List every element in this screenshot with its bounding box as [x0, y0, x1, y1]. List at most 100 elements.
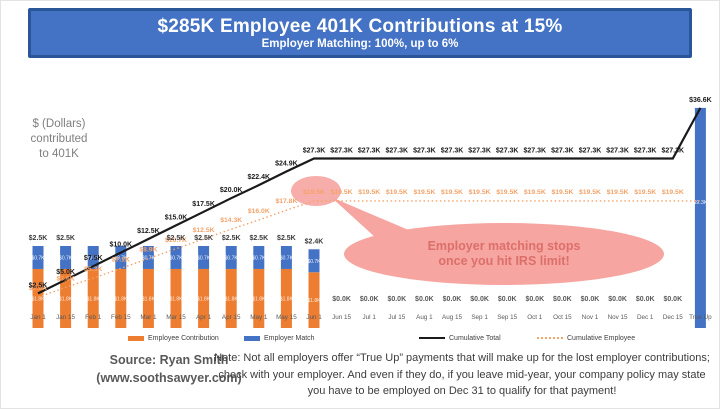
- employee-segment-label: $1.8K: [169, 296, 183, 302]
- y-axis-label: $ (Dollars) contributed to 401K: [30, 118, 88, 160]
- cumulative-employee-label: $19.5K: [524, 189, 546, 196]
- employee-bar: [32, 268, 44, 328]
- chart-subtitle: Employer Matching: 100%, up to 6%: [261, 37, 459, 50]
- employer-segment-label: $0.7K: [197, 255, 211, 261]
- source-credit: Source: Ryan Smith (www.soothsawyer.com): [49, 351, 289, 387]
- cumulative-total-label: $12.5K: [137, 228, 160, 235]
- employee-segment-label: $1.8K: [59, 296, 73, 302]
- employee-bar: [170, 268, 182, 328]
- employer-bar: [115, 246, 127, 269]
- bar-total-label: $0.0K: [443, 296, 462, 303]
- cumulative-total-label: $20.0K: [220, 187, 243, 194]
- cumulative-total-label: $27.3K: [358, 147, 381, 154]
- x-axis-label: Jan 1: [30, 314, 46, 321]
- bar-total-label: $0.0K: [415, 296, 434, 303]
- employer-bar: [170, 246, 182, 269]
- employer-segment-label: $0.7K: [252, 255, 266, 261]
- legend-label: Cumulative Total: [449, 334, 501, 342]
- legend-item-cumulative-total: Cumulative Total: [419, 332, 501, 344]
- x-axis-label: Mar 1: [140, 314, 157, 321]
- employee-bar: [142, 268, 154, 328]
- bar-total-label: $0.0K: [608, 296, 627, 303]
- cumulative-total-label: $27.3K: [441, 147, 464, 154]
- true-up-note: Note: Not all employers offer “True Up” …: [214, 352, 710, 397]
- cumulative-total-line: [37, 107, 702, 295]
- cumulative-total-label: $27.3K: [468, 147, 491, 154]
- x-axis-label: Dec 1: [637, 314, 654, 321]
- bar-total-label: $2.5K: [222, 235, 241, 242]
- employee-segment-label: $1.8K: [87, 296, 101, 302]
- cumulative-employee-label: $19.5K: [607, 189, 629, 196]
- source-line-2: (www.soothsawyer.com): [96, 371, 242, 385]
- x-axis-label: Nov 1: [582, 314, 599, 321]
- employer-bar: [253, 246, 265, 269]
- x-axis-label: Nov 15: [608, 314, 628, 321]
- employer-bar: [32, 246, 44, 269]
- legend-label: Employee Contribution: [148, 334, 219, 342]
- cumulative-employee-label: $14.3K: [220, 217, 242, 224]
- employee-segment-label: $1.8K: [307, 298, 321, 304]
- legend-item-cumulative-employee: Cumulative Employee: [537, 332, 635, 344]
- x-axis-label: Sep 15: [497, 314, 517, 321]
- cumulative-total-label: $15.0K: [165, 214, 188, 221]
- legend-label: Cumulative Employee: [567, 334, 636, 342]
- employer-segment-label: $0.7K: [59, 255, 73, 261]
- bar-total-label: $0.0K: [360, 296, 379, 303]
- employee-segment-label: $1.8K: [31, 296, 45, 302]
- cumulative-employee-label: $12.5K: [193, 227, 215, 234]
- cumulative-employee-label: $19.5K: [496, 189, 518, 196]
- bar-total-label: $0.0K: [636, 296, 655, 303]
- cumulative-total-label: $27.3K: [551, 147, 574, 154]
- x-axis-label: True Up: [689, 314, 712, 321]
- legend-label: Employer Match: [264, 334, 315, 342]
- cumulative-total-swatch: [419, 337, 445, 339]
- x-axis-label: Aug 1: [416, 314, 433, 321]
- x-axis-label: Dec 15: [663, 314, 683, 321]
- employer-bar: [198, 246, 210, 269]
- employee-bar: [198, 268, 210, 328]
- title-banner: $285K Employee 401K Contributions at 15%…: [28, 8, 692, 58]
- x-axis-label: Jan 15: [56, 314, 75, 321]
- employee-contribution-swatch: [128, 335, 144, 341]
- employer-segment-label: $0.7K: [169, 255, 183, 261]
- x-axis-label: Aug 15: [442, 314, 462, 321]
- x-axis-label: May 15: [276, 314, 297, 321]
- cumulative-total-label: $27.3K: [303, 147, 326, 154]
- cumulative-total-label: $27.3K: [606, 147, 629, 154]
- employee-bar: [253, 268, 265, 328]
- bar-total-label: $0.0K: [470, 296, 489, 303]
- cumulative-employee-label: $5.3K: [84, 266, 102, 273]
- bar-total-label: $2.5K: [277, 235, 296, 242]
- cumulative-employee-label: $3.6K: [57, 275, 75, 282]
- bar-total-label: $0.0K: [498, 296, 517, 303]
- cumulative-employee-label: $19.5K: [358, 189, 380, 196]
- cumulative-employee-label: $16.0K: [248, 208, 270, 215]
- x-axis-label: Jun 15: [332, 314, 351, 321]
- employer-bar: [308, 249, 320, 273]
- cumulative-employee-label: $7.1K: [112, 256, 130, 263]
- bar-total-label: $2.5K: [167, 235, 186, 242]
- cumulative-employee-label: $1.8K: [29, 285, 47, 292]
- x-axis-label: Apr 1: [196, 314, 212, 321]
- cumulative-total-label: $5.0K: [56, 269, 75, 276]
- cumulative-total-label: $27.3K: [496, 147, 519, 154]
- cumulative-total-label: $17.5K: [192, 201, 215, 208]
- cumulative-total-label: $10.0K: [110, 242, 133, 249]
- employee-segment-label: $1.8K: [142, 296, 156, 302]
- x-axis-label: May 1: [250, 314, 268, 321]
- cumulative-employee-label: $17.8K: [275, 198, 297, 205]
- x-axis-label: Jun 1: [306, 314, 322, 321]
- cumulative-total-label: $27.3K: [662, 147, 685, 154]
- employer-bar: [225, 246, 237, 269]
- cumulative-employee-swatch: [537, 337, 563, 339]
- employer-segment-label: $0.7K: [225, 255, 239, 261]
- employee-bar: [308, 272, 320, 328]
- x-axis-label: Apr 15: [222, 314, 241, 321]
- true-up-bar-label: $9.3K: [693, 200, 708, 206]
- legend: Employee Contribution Employer Match Cum…: [1, 332, 719, 344]
- cumulative-total-label: $36.6K: [689, 97, 712, 104]
- x-axis-label: Mar 15: [166, 314, 186, 321]
- bar-total-label: $0.0K: [525, 296, 544, 303]
- cumulative-total-label: $27.3K: [386, 147, 409, 154]
